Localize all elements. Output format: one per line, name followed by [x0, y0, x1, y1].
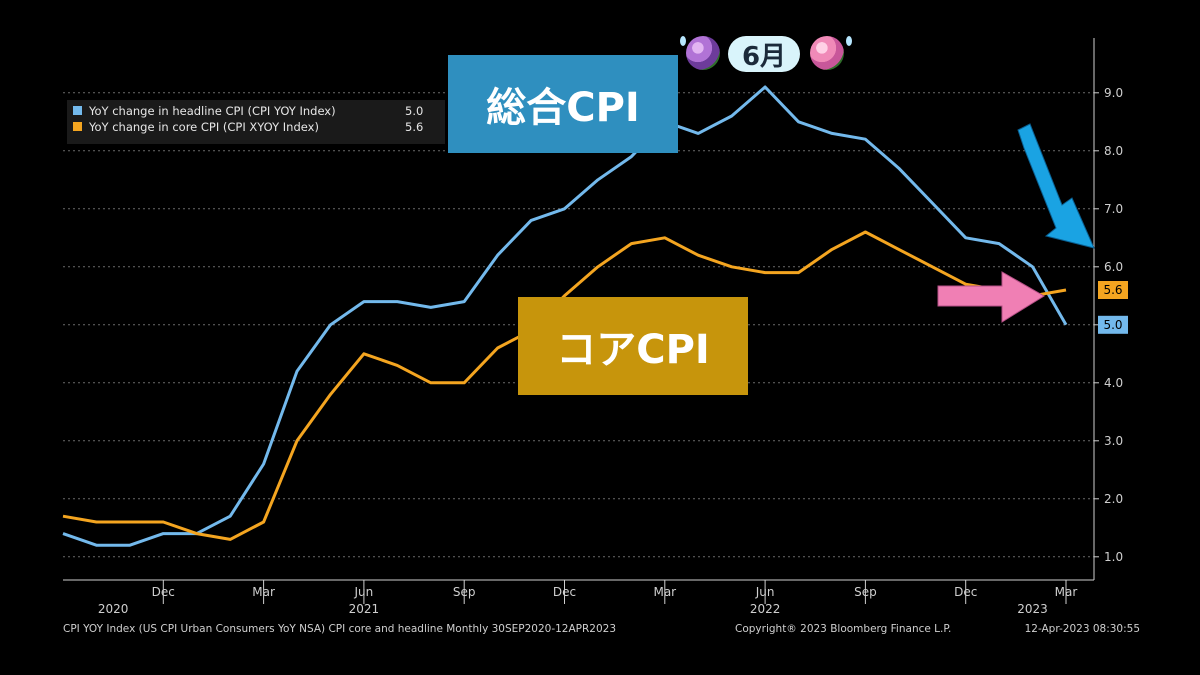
- core-cpi-annotation: コアCPI: [518, 297, 748, 395]
- footer-timestamp: 12-Apr-2023 08:30:55: [1025, 623, 1140, 635]
- y-tick-label: 2.0: [1104, 492, 1123, 506]
- x-tick-label: Dec: [954, 585, 977, 599]
- y-tick-label: 1.0: [1104, 550, 1123, 564]
- y-tick-label: 9.0: [1104, 86, 1123, 100]
- y-tick-label: 6.0: [1104, 260, 1123, 274]
- footer-copyright: Copyright® 2023 Bloomberg Finance L.P.: [735, 623, 951, 635]
- x-tick-label: Dec: [553, 585, 576, 599]
- legend-swatch: [73, 122, 82, 131]
- raindrop-icon: [680, 36, 686, 46]
- x-year-label: 2021: [349, 602, 380, 616]
- x-tick-label: Dec: [152, 585, 175, 599]
- x-year-label: 2020: [98, 602, 129, 616]
- legend-label: YoY change in headline CPI (CPI YOY Inde…: [88, 104, 336, 118]
- core-cpi-line: [62, 230, 1067, 541]
- x-tick-label: Mar: [1055, 585, 1078, 599]
- june-badge: 6月: [728, 36, 800, 72]
- x-tick-label: Mar: [252, 585, 275, 599]
- right-arrow-icon: [937, 271, 1045, 323]
- legend-swatch: [73, 106, 82, 115]
- core-last-value-tag: [1098, 281, 1128, 299]
- y-tick-label: 4.0: [1104, 376, 1123, 390]
- x-tick-label: Jun: [755, 585, 775, 599]
- x-tick-label: Sep: [453, 585, 476, 599]
- legend-label: YoY change in core CPI (CPI XYOY Index): [88, 120, 319, 134]
- x-year-label: 2022: [750, 602, 781, 616]
- y-tick-label: 3.0: [1104, 434, 1123, 448]
- x-tick-label: Mar: [653, 585, 676, 599]
- legend-value: 5.0: [405, 104, 423, 118]
- legend-value: 5.6: [405, 120, 423, 134]
- core-last-value-text: 5.6: [1103, 283, 1122, 297]
- x-tick-label: Jun: [354, 585, 374, 599]
- down-arrow-icon: [1017, 123, 1095, 249]
- legend-box: [67, 100, 445, 144]
- headline-cpi-annotation: 総合CPI: [448, 55, 678, 153]
- x-tick-label: Sep: [854, 585, 877, 599]
- hydrangea-icon: [810, 36, 844, 70]
- footer-source: CPI YOY Index (US CPI Urban Consumers Yo…: [63, 623, 616, 635]
- headline-last-value-text: 5.0: [1103, 318, 1122, 332]
- y-tick-label: 7.0: [1104, 202, 1123, 216]
- hydrangea-icon: [686, 36, 720, 70]
- y-tick-label: 8.0: [1104, 144, 1123, 158]
- x-year-label: 2023: [1017, 602, 1048, 616]
- raindrop-icon: [846, 36, 852, 46]
- headline-last-value-tag: [1098, 315, 1128, 334]
- headline-cpi-line: [62, 85, 1068, 547]
